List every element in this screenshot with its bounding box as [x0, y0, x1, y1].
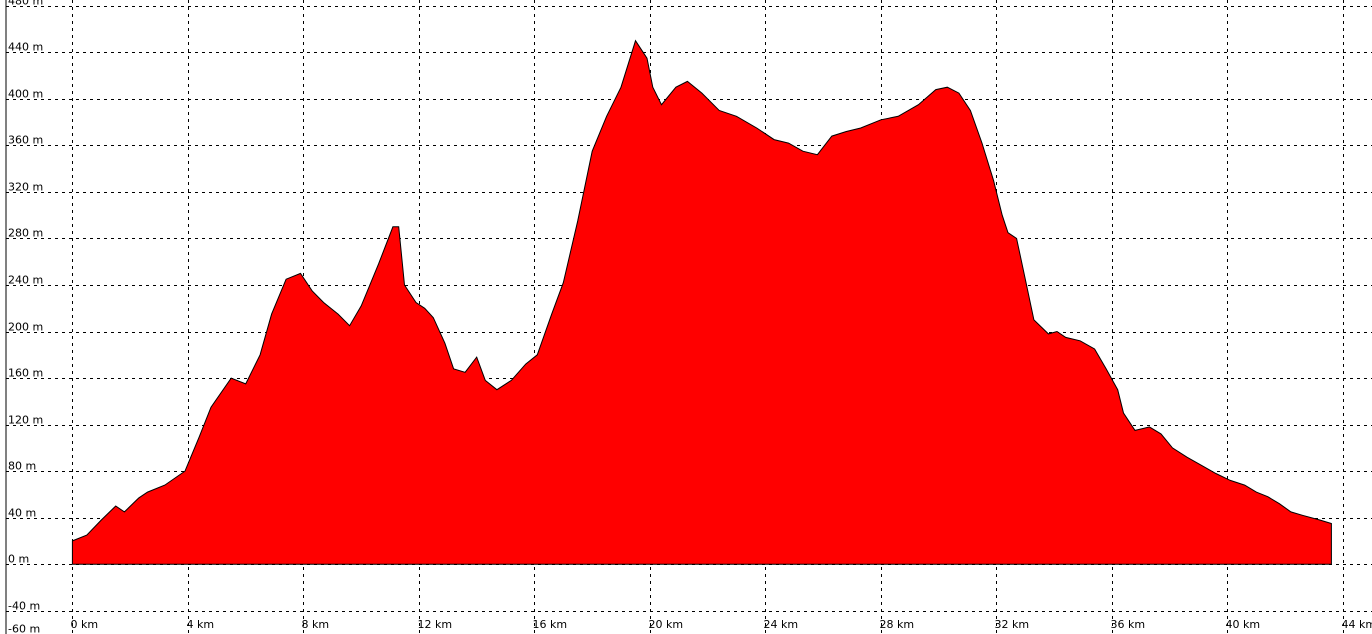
- y-tick-label: 40 m: [8, 507, 36, 520]
- y-tick-label: 160 m: [8, 367, 43, 380]
- y-tick-label: 360 m: [8, 134, 43, 147]
- y-tick-label: 120 m: [8, 414, 43, 427]
- y-tick-label: 0 m: [8, 553, 29, 566]
- y-tick-label: 240 m: [8, 274, 43, 287]
- y-tick-label: 440 m: [8, 41, 43, 54]
- x-tick-label: 32 km: [995, 618, 1030, 631]
- y-tick-label: 200 m: [8, 321, 43, 334]
- x-tick-label: 28 km: [880, 618, 915, 631]
- x-tick-label: 20 km: [649, 618, 684, 631]
- x-tick-label: 36 km: [1111, 618, 1146, 631]
- x-tick-label: 24 km: [764, 618, 799, 631]
- x-tick-label: 12 km: [418, 618, 453, 631]
- x-tick-label: 8 km: [302, 618, 330, 631]
- x-tick-label: 16 km: [533, 618, 568, 631]
- y-tick-label: 400 m: [8, 88, 43, 101]
- x-tick-label: 0 km: [71, 618, 99, 631]
- area-layer: [71, 39, 1332, 565]
- elevation-area: [71, 39, 1332, 565]
- y-tick-label: 320 m: [8, 181, 43, 194]
- x-tick-label: 44 km: [1342, 618, 1372, 631]
- x-tick-label: 40 km: [1226, 618, 1261, 631]
- x-tick-label: 4 km: [187, 618, 215, 631]
- label-layer: 0 km 4 km 8 km 12 km 16 km 20 km 24 km 28 km 32 …: [8, 0, 1372, 634]
- y-tick-label: -40 m: [8, 600, 40, 613]
- y-tick-label: -60 m: [8, 623, 40, 634]
- y-tick-label: 80 m: [8, 460, 36, 473]
- y-tick-label: 280 m: [8, 227, 43, 240]
- y-tick-label: 480 m: [8, 0, 43, 8]
